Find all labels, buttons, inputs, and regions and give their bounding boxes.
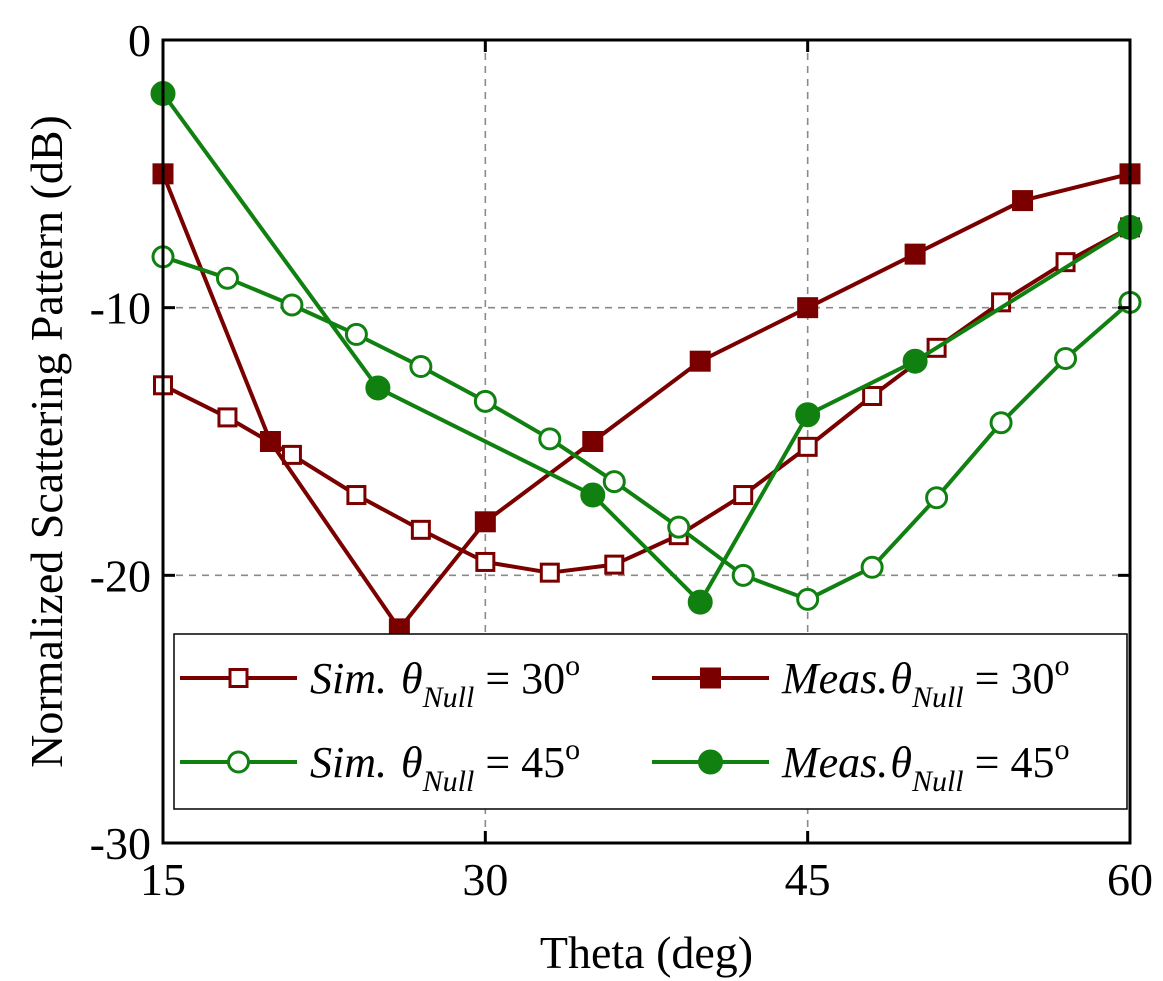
legend-swatch-marker [227, 750, 250, 774]
data-point [539, 562, 560, 583]
legend-swatch-marker [228, 668, 249, 688]
data-point [795, 402, 821, 428]
data-point [215, 266, 239, 290]
data-point [667, 515, 691, 539]
legend: Sim. θNull = 30o Meas.θNull = 30o Sim. θNull… [173, 633, 1128, 810]
data-point [687, 589, 713, 615]
x-tick-label: 45 [785, 854, 831, 905]
data-point [860, 555, 884, 579]
data-point [904, 243, 926, 265]
legend-entry: Sim. θNull = 30o [180, 649, 580, 714]
data-point [733, 485, 754, 506]
data-point [604, 554, 625, 575]
x-tick-label: 30 [462, 854, 508, 905]
data-point [1012, 190, 1034, 212]
data-point [925, 486, 949, 510]
data-point [731, 563, 755, 587]
legend-label: Sim. θNull = 30o [310, 649, 580, 714]
plot-frame [161, 38, 1132, 845]
legend-entry: Meas.θNull = 30o [652, 649, 1069, 714]
y-tick-label: 0 [128, 15, 151, 66]
legend-swatch-marker [700, 667, 721, 689]
ticks-layer: 15 30 45 60 0 -10 -20 -30 [90, 15, 1153, 905]
series-line [161, 92, 1132, 605]
legend-label: Meas.θNull = 45o [781, 733, 1069, 798]
data-point [602, 470, 626, 494]
data-point [344, 322, 368, 346]
series-layer [150, 81, 1143, 640]
data-point [475, 551, 496, 572]
data-point [538, 427, 562, 451]
series-2 [151, 245, 1142, 611]
y-tick-label: -10 [90, 283, 151, 334]
y-tick-label: -30 [90, 818, 151, 869]
data-point [217, 407, 238, 428]
legend-swatch-marker [698, 749, 723, 775]
data-point [365, 375, 391, 401]
data-point [689, 350, 711, 372]
legend-entry: Sim. θNull = 45o [180, 733, 580, 798]
series-3 [150, 81, 1143, 615]
legend-box [173, 633, 1128, 810]
data-point [989, 411, 1013, 435]
y-tick-label: -20 [90, 550, 151, 601]
data-point [410, 519, 431, 540]
data-point [862, 385, 883, 406]
data-point [346, 485, 367, 506]
data-point [582, 431, 604, 452]
data-point [580, 482, 606, 508]
x-tick-label: 15 [140, 854, 186, 905]
y-axis-label: Normalized Scattering Pattern (dB) [21, 115, 72, 768]
data-point [797, 436, 818, 457]
series-line [162, 254, 1132, 602]
data-point [409, 355, 433, 379]
x-tick-label: 60 [1107, 854, 1153, 905]
legend-entry: Meas.θNull = 45o [652, 733, 1069, 798]
data-point [1054, 347, 1078, 371]
series-1 [152, 163, 1141, 640]
series-line [161, 171, 1131, 631]
data-point [259, 431, 281, 452]
data-point [280, 293, 304, 317]
legend-label: Meas.θNull = 30o [781, 649, 1069, 714]
data-point [902, 348, 928, 374]
data-point [474, 511, 496, 533]
legend-label: Sim. θNull = 45o [310, 733, 580, 798]
data-point [797, 297, 819, 319]
data-point [473, 389, 497, 413]
data-point [796, 587, 820, 611]
data-point [281, 444, 302, 465]
x-axis-label: Theta (deg) [540, 927, 753, 978]
